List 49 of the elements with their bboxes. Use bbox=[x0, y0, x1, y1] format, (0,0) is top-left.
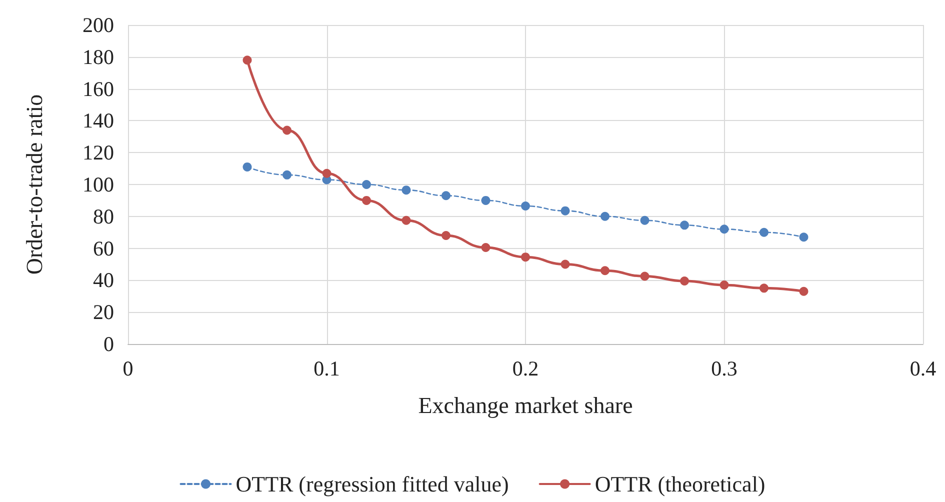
point bbox=[799, 232, 808, 242]
point bbox=[521, 202, 530, 211]
point bbox=[560, 260, 570, 269]
x-tick-label: 0.4 bbox=[910, 356, 937, 380]
point bbox=[282, 126, 292, 135]
point bbox=[720, 280, 729, 290]
x-tick-label: 0.1 bbox=[314, 356, 340, 380]
point bbox=[560, 206, 570, 216]
y-tick-label: 200 bbox=[82, 13, 114, 37]
point bbox=[242, 56, 252, 65]
legend-label: OTTR (regression fitted value) bbox=[236, 472, 509, 496]
y-tick-label: 120 bbox=[82, 140, 114, 165]
point bbox=[402, 216, 411, 225]
y-tick-label: 180 bbox=[82, 44, 114, 69]
y-tick-label: 60 bbox=[93, 236, 114, 260]
point bbox=[442, 231, 450, 240]
point bbox=[322, 168, 332, 178]
y-tick-label: 20 bbox=[93, 300, 114, 324]
x-axis-title: Exchange market share bbox=[418, 393, 633, 418]
point bbox=[442, 191, 450, 200]
point bbox=[362, 196, 371, 205]
legend-label: OTTR (theoretical) bbox=[594, 472, 766, 496]
point bbox=[760, 228, 768, 237]
point bbox=[799, 286, 808, 296]
y-tick-label: 40 bbox=[93, 268, 114, 292]
y-tick-label: 100 bbox=[82, 172, 114, 196]
point bbox=[640, 216, 650, 225]
x-tick-label: 0.2 bbox=[512, 356, 539, 380]
point bbox=[680, 220, 689, 230]
point bbox=[282, 170, 292, 180]
point bbox=[600, 266, 610, 276]
point bbox=[720, 224, 729, 234]
point bbox=[481, 196, 490, 205]
point bbox=[640, 272, 650, 281]
point bbox=[402, 186, 411, 195]
point bbox=[362, 180, 371, 189]
y-tick-label: 80 bbox=[93, 204, 114, 228]
point bbox=[600, 212, 610, 221]
y-axis-title: Order-to-trade ratio bbox=[22, 94, 47, 275]
point bbox=[481, 243, 490, 252]
point bbox=[521, 252, 530, 262]
point bbox=[760, 284, 768, 293]
y-tick-label: 0 bbox=[104, 332, 114, 356]
point bbox=[680, 276, 689, 286]
y-tick-label: 160 bbox=[82, 76, 114, 101]
point bbox=[242, 162, 252, 172]
y-tick-label: 140 bbox=[82, 108, 114, 133]
x-tick-label: 0.3 bbox=[711, 356, 738, 380]
x-tick-label: 0 bbox=[122, 356, 134, 380]
